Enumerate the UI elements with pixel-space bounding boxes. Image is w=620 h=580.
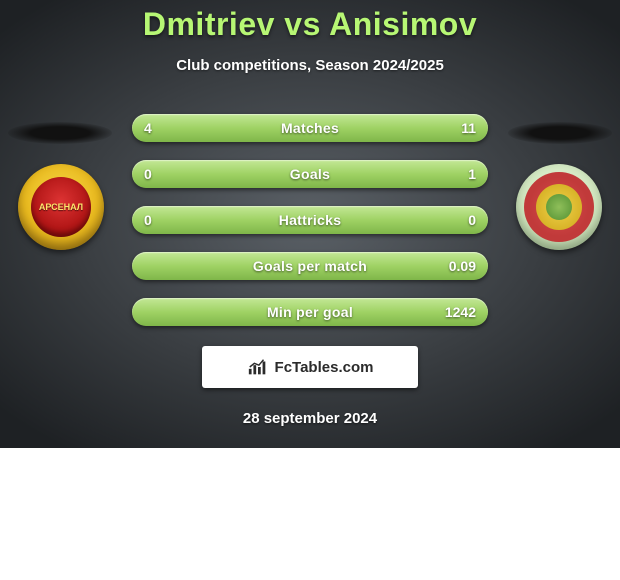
crest-right-ring3 [546, 194, 572, 220]
chart-icon [247, 357, 269, 377]
stat-label: Goals [290, 166, 330, 182]
stat-bar-hattricks: 0 Hattricks 0 [132, 206, 488, 234]
stat-label: Matches [281, 120, 339, 136]
stat-right-value: 0 [468, 212, 476, 228]
crest-right-ring2 [536, 184, 582, 230]
crest-right [516, 164, 602, 250]
title: Dmitriev vs Anisimov [0, 6, 620, 43]
stat-bar-goals-per-match: Goals per match 0.09 [132, 252, 488, 280]
brand-logo-text: FcTables.com [275, 359, 374, 376]
date-text: 28 september 2024 [0, 410, 620, 427]
comparison-stage: АРСЕНАЛ 4 Matches 11 0 Goals 1 0 [0, 104, 620, 324]
stat-label: Min per goal [267, 304, 353, 320]
crest-shadow-left [8, 122, 112, 144]
stat-bar-matches: 4 Matches 11 [132, 114, 488, 142]
stat-bars: 4 Matches 11 0 Goals 1 0 Hattricks 0 Goa… [132, 114, 488, 326]
brand-logo-box: FcTables.com [202, 346, 418, 388]
stat-left-value: 0 [144, 212, 152, 228]
crest-left-text: АРСЕНАЛ [39, 203, 83, 212]
stat-bar-goals: 0 Goals 1 [132, 160, 488, 188]
stat-right-value: 1242 [445, 304, 476, 320]
subtitle: Club competitions, Season 2024/2025 [0, 57, 620, 74]
crest-right-ring1 [524, 172, 594, 242]
stat-right-value: 0.09 [449, 258, 476, 274]
crest-left-inner: АРСЕНАЛ [31, 177, 91, 237]
stat-label: Hattricks [279, 212, 342, 228]
stat-bar-min-per-goal: Min per goal 1242 [132, 298, 488, 326]
stat-left-value: 4 [144, 120, 152, 136]
content-wrapper: Dmitriev vs Anisimov Club competitions, … [0, 0, 620, 580]
stat-right-value: 1 [468, 166, 476, 182]
stat-left-value: 0 [144, 166, 152, 182]
stat-right-value: 11 [461, 120, 476, 136]
crest-left: АРСЕНАЛ [18, 164, 104, 250]
crest-shadow-right [508, 122, 612, 144]
stat-label: Goals per match [253, 258, 367, 274]
